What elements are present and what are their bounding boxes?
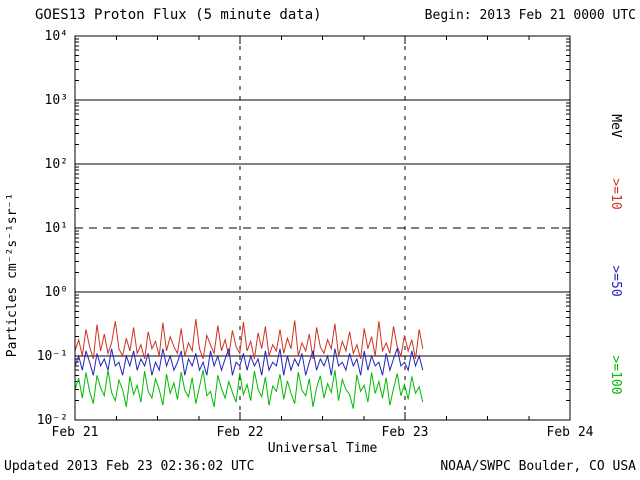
- y-tick-label: 10¹: [45, 221, 68, 236]
- y-tick-labels: 10⁴ 10³ 10² 10¹ 10⁰ 10⁻¹ 10⁻²: [37, 29, 68, 428]
- y-tick-label: 10⁴: [45, 29, 68, 44]
- energy-label: MeV: [608, 114, 623, 138]
- begin-time-label: Begin: 2013 Feb 21 0000 UTC: [424, 8, 636, 23]
- source-attribution: NOAA/SWPC Boulder, CO USA: [440, 459, 636, 474]
- y-tick-label: 10⁻²: [37, 413, 68, 428]
- chart-title: GOES13 Proton Flux (5 minute data): [35, 7, 322, 23]
- plot-border: [74, 35, 571, 421]
- flux-series: [74, 318, 424, 409]
- x-tick-label: Feb 21: [52, 425, 99, 440]
- y-tick-label: 10³: [45, 93, 68, 108]
- y-tick-label: 10⁻¹: [37, 349, 68, 364]
- y-axis-label: Particles cm⁻²s⁻¹sr⁻¹: [5, 192, 20, 358]
- energy-label: >=50: [608, 265, 623, 296]
- series-line: [74, 318, 424, 360]
- x-axis-label: Universal Time: [267, 441, 378, 456]
- energy-label: >=100: [608, 355, 623, 394]
- series-line: [74, 346, 424, 376]
- updated-timestamp: Updated 2013 Feb 23 02:36:02 UTC: [4, 459, 255, 474]
- x-tick-labels: Feb 21 Feb 22 Feb 23 Feb 24: [52, 425, 594, 440]
- energy-label: >=10: [608, 178, 623, 209]
- series-line: [74, 370, 424, 409]
- x-tick-label: Feb 24: [547, 425, 594, 440]
- y-tick-label: 10²: [45, 157, 68, 172]
- grid-lines: [75, 36, 570, 420]
- y-tick-label: 10⁰: [45, 285, 68, 300]
- x-tick-label: Feb 23: [382, 425, 429, 440]
- right-axis-energy-labels: MeV >=10 >=50 >=100: [608, 114, 623, 394]
- x-tick-label: Feb 22: [217, 425, 264, 440]
